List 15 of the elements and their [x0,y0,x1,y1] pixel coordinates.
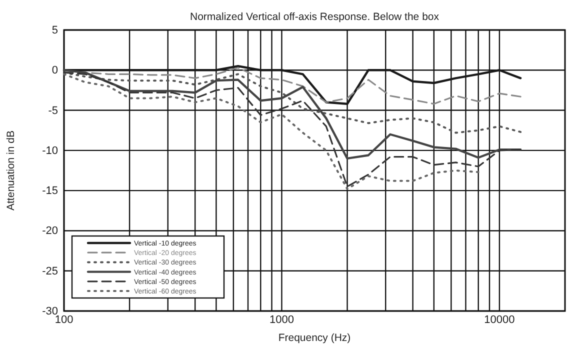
x-tick-label: 1000 [269,314,294,326]
chart-title: Normalized Vertical off-axis Response. Below the box [190,11,440,23]
y-tick-label: 5 [52,24,58,37]
x-tick-label: 10000 [484,314,515,326]
y-axis-title: Attenuation in dB [5,130,17,210]
y-tick-label: -10 [42,144,58,157]
line-series [63,72,522,134]
y-tick-label: -15 [42,185,58,198]
x-tick-label: 100 [54,314,74,326]
y-tick-label: 0 [52,64,58,77]
line-series [62,69,522,160]
y-tick-label: -25 [42,265,58,278]
y-tick-label: -20 [42,225,58,238]
x-axis-title: Frequency (Hz) [278,332,351,344]
y-tick-label: -5 [48,104,58,117]
